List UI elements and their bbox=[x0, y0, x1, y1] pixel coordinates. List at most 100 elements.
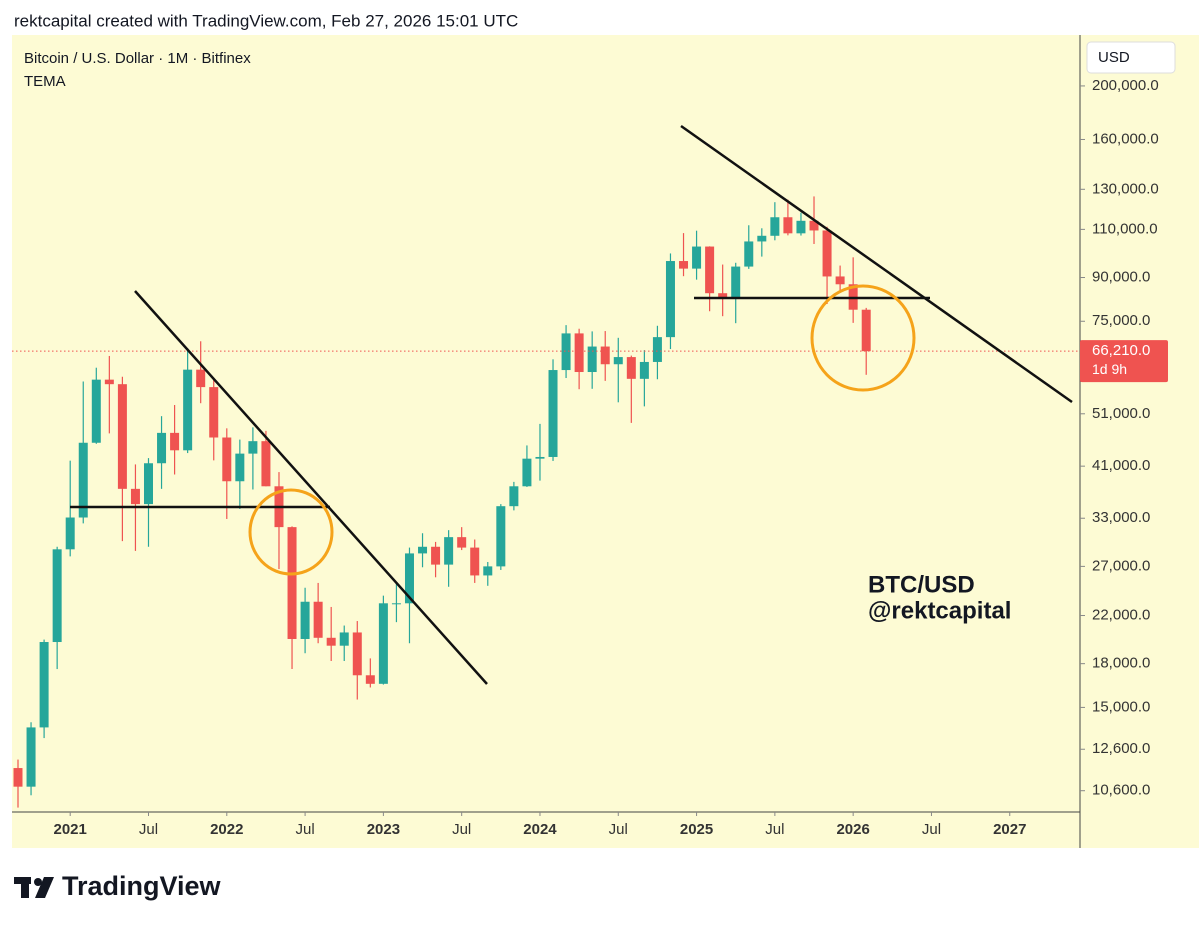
candle-body bbox=[522, 458, 532, 487]
x-tick-label: 2022 bbox=[210, 821, 243, 838]
candle-body bbox=[170, 432, 180, 451]
candle-body bbox=[509, 486, 519, 507]
candle-body bbox=[861, 309, 871, 352]
candle-body bbox=[548, 370, 558, 457]
candle-body bbox=[300, 601, 310, 639]
y-tick-label: 200,000.0 bbox=[1092, 77, 1159, 94]
trendline bbox=[134, 290, 488, 685]
logo-part bbox=[21, 877, 29, 898]
x-tick-label: 2023 bbox=[367, 821, 400, 838]
candle-body bbox=[613, 357, 623, 365]
y-tick-label: 15,000.0 bbox=[1092, 698, 1150, 715]
x-tick-label: Jul bbox=[139, 821, 158, 838]
candle-body bbox=[626, 357, 636, 379]
candle-body bbox=[287, 527, 297, 639]
chart-background bbox=[12, 35, 1199, 848]
x-tick-label: Jul bbox=[609, 821, 628, 838]
drawings bbox=[70, 124, 1073, 685]
candle-body bbox=[39, 642, 49, 728]
x-tick-label: 2027 bbox=[993, 821, 1026, 838]
last-price-label: 66,210.0 bbox=[1092, 342, 1150, 359]
candle-body bbox=[339, 632, 349, 646]
candle-body bbox=[261, 441, 271, 487]
candle-body bbox=[183, 369, 193, 451]
candle-body bbox=[130, 488, 140, 505]
y-tick-label: 12,600.0 bbox=[1092, 740, 1150, 757]
candle-body bbox=[418, 546, 428, 554]
candle-body bbox=[652, 337, 662, 362]
y-tick-label: 110,000.0 bbox=[1092, 220, 1158, 237]
candle-body bbox=[718, 293, 728, 299]
candle-body bbox=[91, 379, 101, 443]
candle-body bbox=[770, 217, 780, 236]
candle-body bbox=[783, 217, 793, 234]
candle-body bbox=[235, 453, 245, 482]
candle-body bbox=[731, 266, 741, 299]
candle-body bbox=[157, 432, 167, 464]
candle-body bbox=[444, 537, 454, 565]
candle-body bbox=[587, 346, 597, 373]
x-tick-label: Jul bbox=[922, 821, 941, 838]
candle-body bbox=[365, 675, 375, 684]
y-tick-label: 10,600.0 bbox=[1092, 782, 1150, 799]
candle-body bbox=[796, 220, 806, 234]
candle-body bbox=[600, 346, 610, 365]
countdown-label: 1d 9h bbox=[1092, 361, 1127, 377]
indicator-label: TEMA bbox=[24, 73, 66, 90]
header-credit: rektcapital created with TradingView.com… bbox=[14, 11, 518, 30]
candle-body bbox=[535, 456, 545, 459]
candle-body bbox=[404, 553, 414, 604]
x-tick-label: 2025 bbox=[680, 821, 713, 838]
plot-layer: 200,000.0 160,000.0 130,000.0 110,000.0 90,0… bbox=[12, 77, 1168, 838]
highlight-circle bbox=[810, 284, 916, 392]
candle-body bbox=[378, 603, 388, 684]
candle-body bbox=[457, 537, 467, 548]
brand-name: TradingView bbox=[62, 871, 222, 901]
y-tick-label: 18,000.0 bbox=[1092, 655, 1150, 672]
y-tick-label: 27,000.0 bbox=[1092, 557, 1150, 574]
candle-body bbox=[391, 603, 401, 605]
candle-body bbox=[679, 261, 689, 269]
candle-body bbox=[483, 566, 493, 576]
x-tick-label: 2021 bbox=[54, 821, 87, 838]
candle-body bbox=[117, 384, 127, 489]
candle-body bbox=[65, 517, 75, 550]
x-tick-label: Jul bbox=[295, 821, 314, 838]
candle-body bbox=[665, 261, 675, 338]
candle-body bbox=[352, 632, 362, 676]
candle-body bbox=[326, 637, 336, 646]
candle-body bbox=[744, 241, 754, 267]
y-tick-label: 75,000.0 bbox=[1092, 312, 1150, 329]
y-tick-label: 160,000.0 bbox=[1092, 130, 1159, 147]
candle-body bbox=[705, 246, 715, 294]
candle-body bbox=[26, 727, 36, 787]
currency-box bbox=[1086, 41, 1176, 74]
candle-body bbox=[222, 437, 232, 482]
candle-body bbox=[313, 601, 323, 638]
candle-body bbox=[52, 549, 62, 643]
y-tick-label: 33,000.0 bbox=[1092, 509, 1150, 526]
logo-part bbox=[34, 878, 42, 886]
last-price-box bbox=[1080, 340, 1168, 383]
x-tick-label: Jul bbox=[765, 821, 784, 838]
candle-body bbox=[574, 333, 584, 373]
x-tick-label: 2026 bbox=[836, 821, 869, 838]
logo-part bbox=[35, 877, 54, 898]
candle-body bbox=[496, 506, 506, 567]
candle-body bbox=[561, 333, 571, 371]
y-tick-label: 41,000.0 bbox=[1092, 457, 1150, 474]
chart-title: Bitcoin / U.S. Dollar · 1M · Bitfinex bbox=[24, 50, 251, 67]
watermark: @rektcapital bbox=[868, 597, 1011, 624]
trendline bbox=[680, 124, 1073, 404]
y-tick-label: 22,000.0 bbox=[1092, 606, 1150, 623]
candle-body bbox=[757, 235, 767, 242]
highlight-circle bbox=[248, 488, 334, 576]
x-tick-label: Jul bbox=[452, 821, 471, 838]
candle-body bbox=[809, 220, 819, 231]
brand-logo bbox=[14, 877, 54, 898]
y-tick-label: 130,000.0 bbox=[1092, 180, 1159, 197]
x-tick-label: 2024 bbox=[523, 821, 557, 838]
candle-body bbox=[13, 768, 23, 787]
candle-body bbox=[470, 547, 480, 576]
